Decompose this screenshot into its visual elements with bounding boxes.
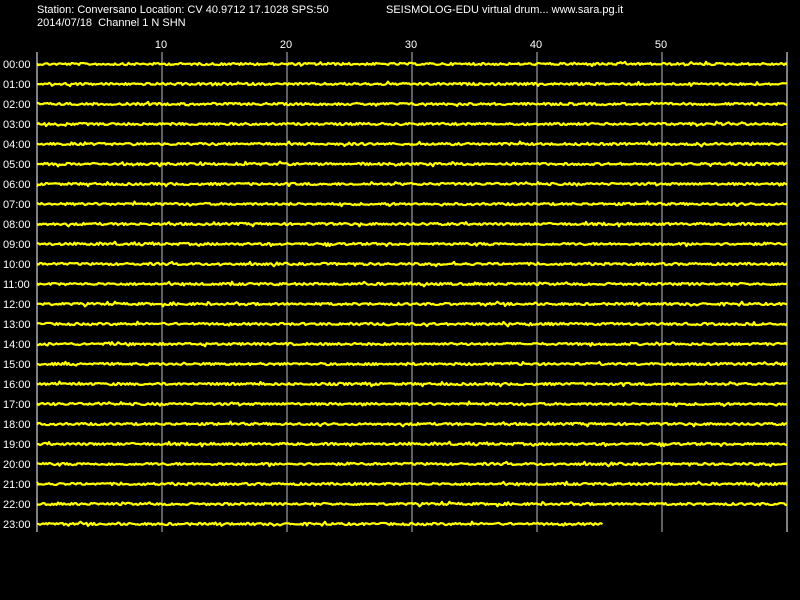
hour-label: 03:00 — [3, 119, 31, 131]
seismic-trace — [36, 200, 788, 208]
seismic-trace — [36, 300, 788, 308]
hour-label: 15:00 — [3, 359, 31, 371]
label-layer: 10 20 30 40 50 00:00 01:00 02:00 03:00 04:00 05:00… — [3, 39, 667, 531]
seismic-trace — [36, 160, 788, 168]
hour-label: 06:00 — [3, 179, 31, 191]
hour-label: 07:00 — [3, 199, 31, 211]
seismic-trace — [36, 220, 788, 228]
hour-label: 20:00 — [3, 459, 31, 471]
hour-label: 16:00 — [3, 379, 31, 391]
hour-label: 11:00 — [3, 279, 30, 291]
seismic-trace — [36, 500, 788, 508]
x-tick-label: 40 — [530, 39, 542, 51]
x-tick-label: 30 — [405, 39, 417, 51]
seismic-trace — [36, 80, 788, 88]
date-channel-info: 2014/07/18 Channel 1 N SHN — [37, 17, 186, 29]
credit-line: SEISMOLOG-EDU virtual drum... www.sara.p… — [386, 4, 624, 16]
seismic-trace — [36, 400, 788, 408]
hour-label: 17:00 — [3, 399, 31, 411]
seismic-trace — [36, 100, 788, 108]
seismic-trace — [36, 480, 788, 488]
x-tick-label: 10 — [155, 39, 167, 51]
hour-label: 13:00 — [3, 319, 31, 331]
seismic-trace — [36, 260, 788, 268]
hour-label: 18:00 — [3, 419, 31, 431]
station-info: Station: Conversano Location: CV 40.9712… — [37, 4, 329, 16]
grid-layer — [36, 52, 788, 532]
hour-label: 10:00 — [3, 259, 31, 271]
seismic-trace — [36, 181, 788, 188]
hour-label: 00:00 — [3, 59, 31, 71]
seismic-trace — [36, 60, 788, 68]
seismic-trace — [36, 120, 788, 128]
trace-layer — [36, 60, 788, 527]
hour-label: 09:00 — [3, 239, 31, 251]
seismic-trace — [36, 440, 788, 448]
hour-label: 23:00 — [3, 519, 31, 531]
hour-label: 21:00 — [3, 479, 31, 491]
hour-label: 04:00 — [3, 139, 31, 151]
seismic-trace — [36, 140, 788, 148]
seismic-trace — [36, 341, 788, 348]
seismic-trace — [36, 360, 788, 367]
hour-label: 22:00 — [3, 499, 31, 511]
seismic-trace — [36, 380, 788, 388]
x-tick-label: 50 — [655, 39, 667, 51]
hour-label: 08:00 — [3, 219, 31, 231]
seismic-trace — [36, 280, 788, 288]
seismic-trace — [36, 240, 788, 248]
hour-label: 12:00 — [3, 299, 31, 311]
hour-label: 01:00 — [3, 79, 31, 91]
hour-label: 19:00 — [3, 439, 31, 451]
seismic-trace — [36, 320, 788, 328]
hour-label: 02:00 — [3, 99, 31, 111]
seismic-trace — [36, 460, 788, 468]
seismic-trace — [36, 520, 604, 527]
seismic-trace — [36, 420, 788, 428]
hour-label: 05:00 — [3, 159, 31, 171]
x-tick-label: 20 — [280, 39, 292, 51]
hour-label: 14:00 — [3, 339, 31, 351]
